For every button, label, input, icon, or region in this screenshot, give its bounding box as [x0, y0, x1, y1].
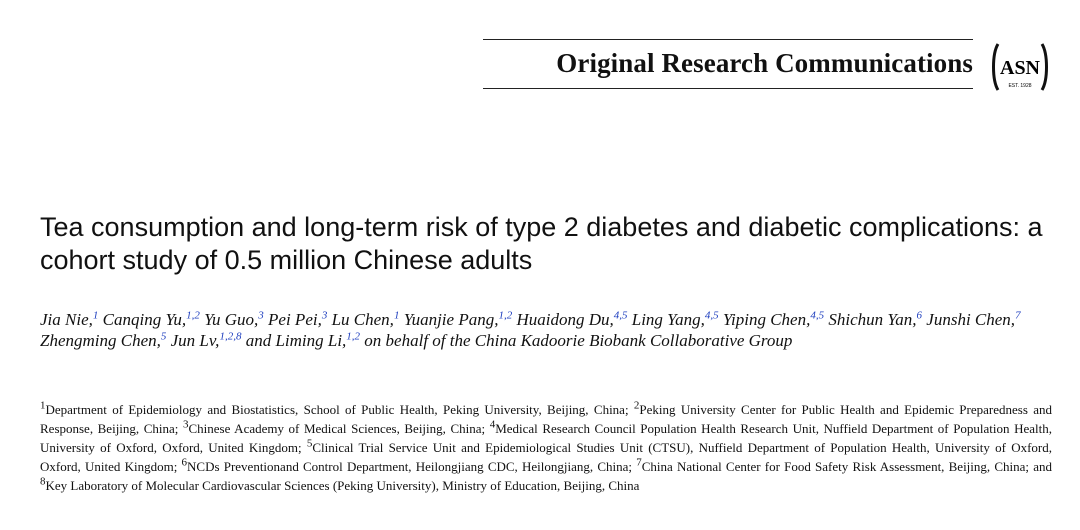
affiliation-number: 7 [636, 456, 642, 469]
author-affiliation-link[interactable]: 4,5 [613, 309, 628, 322]
affiliations: 1Department of Epidemiology and Biostati… [40, 400, 1052, 495]
affiliation-number: 3 [182, 418, 189, 431]
affiliation-number: 6 [181, 456, 188, 469]
section-label: Original Research Communications [556, 48, 973, 78]
author-affiliation-link[interactable]: 5 [160, 330, 167, 343]
affiliation-text: Peking University Center for Public Heal… [40, 402, 1052, 436]
author-affiliation-link[interactable]: 1,2 [186, 309, 200, 322]
affiliation-text: Chinese Academy of Medical Sciences, Bei… [188, 421, 490, 436]
author-name: Yiping Chen, [722, 310, 811, 329]
author-name: Ling Yang, [631, 310, 705, 329]
author-affiliation-link[interactable]: 3 [258, 309, 264, 322]
affiliation-text: Key Laboratory of Molecular Cardiovascul… [45, 478, 640, 493]
author-name: Junshi Chen, [926, 310, 1016, 329]
affiliation-text: Medical Research Council Population Heal… [40, 421, 1052, 455]
affiliation-text: Clinical Trial Service Unit and Epidemio… [40, 440, 1052, 474]
author-affiliation-link[interactable]: 1,2 [346, 330, 361, 343]
author-affiliation-link[interactable]: 4,5 [810, 309, 825, 322]
asn-logo-icon: ASN EST. 1928 [992, 43, 1048, 91]
affiliation-text: Department of Epidemiology and Biostatis… [45, 402, 634, 417]
author-name: Lu Chen, [331, 310, 394, 329]
author-affiliation-link[interactable]: 3 [321, 309, 328, 322]
affiliation-text: China National Center for Food Safety Ri… [641, 459, 1052, 474]
author-name: Yuanjie Pang, [403, 310, 499, 329]
author-name: Zhengming Chen, [40, 331, 161, 350]
affiliation-number: 2 [633, 399, 640, 412]
author-name: Yu Guo, [204, 310, 259, 329]
author-affiliation-link[interactable]: 1 [393, 309, 400, 322]
author-affiliation-link[interactable]: 6 [916, 309, 923, 322]
author-list: Jia Nie,1 Canqing Yu,1,2 Yu Guo,3 Pei Pe… [40, 309, 1050, 351]
article-title: Tea consumption and long-term risk of ty… [40, 212, 1043, 275]
authors-suffix: on behalf of the China Kadoorie Biobank … [364, 331, 793, 350]
author-affiliation-link[interactable]: 4,5 [704, 309, 719, 322]
author-name: Jia Nie, [40, 310, 93, 329]
logo-text: ASN [1000, 57, 1041, 79]
affiliation-number: 5 [306, 437, 313, 450]
author-name: Pei Pei, [268, 310, 322, 329]
journal-header: Original Research Communications [483, 39, 973, 89]
affiliation-number: 8 [40, 475, 46, 488]
author-affiliation-link[interactable]: 1,2,8 [219, 330, 242, 343]
author-affiliation-link[interactable]: 1 [92, 309, 99, 322]
author-name: Canqing Yu, [102, 310, 187, 329]
author-affiliation-link[interactable]: 1,2 [498, 309, 513, 322]
affiliation-text: NCDs Preventionand Control Department, H… [187, 459, 637, 474]
affiliation-number: 1 [40, 399, 46, 412]
author-name: Shichun Yan, [828, 310, 917, 329]
author-name: Huaidong Du, [516, 310, 614, 329]
affiliation-number: 4 [489, 418, 496, 431]
author-affiliation-link[interactable]: 7 [1015, 309, 1021, 322]
logo-est: EST. 1928 [1008, 83, 1031, 89]
author-name: and Liming Li, [245, 331, 347, 350]
author-name: Jun Lv, [170, 331, 220, 350]
